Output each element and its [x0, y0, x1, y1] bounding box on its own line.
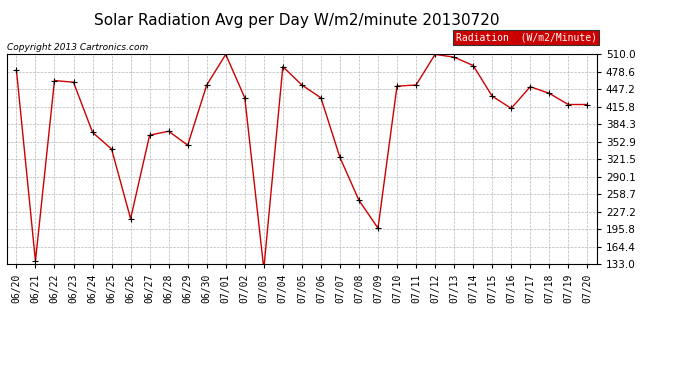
Text: Copyright 2013 Cartronics.com: Copyright 2013 Cartronics.com: [7, 43, 148, 52]
Text: Solar Radiation Avg per Day W/m2/minute 20130720: Solar Radiation Avg per Day W/m2/minute …: [94, 13, 500, 28]
Text: Radiation  (W/m2/Minute): Radiation (W/m2/Minute): [456, 33, 597, 43]
